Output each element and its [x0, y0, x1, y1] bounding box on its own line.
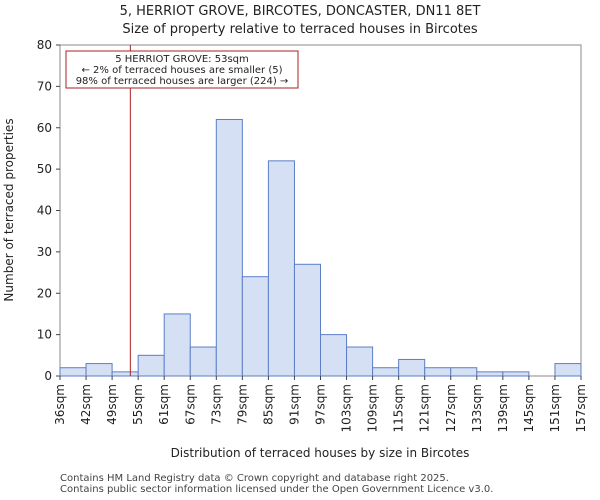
y-tick-label: 0 [44, 369, 52, 383]
x-tick-label: 36sqm [53, 384, 67, 425]
y-tick-label: 40 [37, 204, 52, 218]
bar [59, 367, 87, 377]
annotation-line: 5 HERRIOT GROVE: 53sqm [115, 54, 249, 65]
x-tick-label: 97sqm [314, 384, 328, 425]
x-tick-label: 79sqm [235, 384, 249, 425]
x-tick-label: 151sqm [548, 384, 562, 432]
plot-area: 0 10 20 30 40 50 60 70 80 36sqm 42sqm 49sqm 55sqm 61s… [37, 38, 588, 432]
x-tick-label: 67sqm [183, 384, 197, 425]
x-tick-label: 73sqm [209, 384, 223, 425]
bar [215, 118, 243, 377]
x-tick-label: 91sqm [287, 384, 301, 425]
y-tick-label: 70 [37, 79, 52, 93]
bar [554, 363, 582, 377]
footer-copyright: Contains HM Land Registry data © Crown c… [60, 473, 449, 484]
x-tick-label: 42sqm [79, 384, 93, 425]
x-tick-label: 85sqm [261, 384, 275, 425]
x-tick-label: 157sqm [574, 384, 588, 432]
bar [189, 346, 217, 377]
bar [398, 358, 426, 377]
bar [163, 313, 191, 377]
y-tick-label: 30 [37, 245, 52, 259]
bar [502, 371, 530, 377]
y-tick-label: 80 [37, 38, 52, 52]
x-tick-label: 61sqm [157, 384, 171, 425]
bar [241, 276, 269, 377]
x-tick-label: 109sqm [366, 384, 380, 432]
x-tick-label: 49sqm [105, 384, 119, 425]
y-tick-label: 10 [37, 328, 52, 342]
x-axis-label: Distribution of terraced houses by size … [171, 446, 470, 460]
bar [111, 371, 139, 377]
chart-title-line2: Size of property relative to terraced ho… [122, 22, 478, 37]
x-tick-label: 121sqm [418, 384, 432, 432]
bar [450, 367, 478, 377]
bar [293, 263, 322, 377]
x-tick-label: 55sqm [131, 384, 145, 425]
y-tick-label: 50 [37, 162, 52, 176]
x-tick-label: 103sqm [340, 384, 354, 432]
footer-licence: Contains public sector information licen… [60, 484, 494, 495]
x-tick-label: 127sqm [444, 384, 458, 432]
y-tick-label: 20 [37, 286, 52, 300]
bar [424, 367, 452, 377]
chart-title-line1: 5, HERRIOT GROVE, BIRCOTES, DONCASTER, D… [120, 4, 481, 19]
bar [137, 354, 165, 377]
x-tick-label: 133sqm [470, 384, 484, 432]
bar [372, 367, 400, 377]
bar [476, 371, 504, 377]
annotation-box [65, 50, 299, 89]
y-axis-label: Number of terraced properties [2, 118, 16, 301]
x-tick-label: 145sqm [522, 384, 536, 432]
x-tick-label: 139sqm [496, 384, 510, 432]
bar [320, 334, 348, 377]
x-tick-label: 115sqm [392, 384, 406, 432]
bar [346, 346, 374, 377]
bar [267, 160, 295, 377]
bar [85, 363, 113, 377]
annotation-line: ← 2% of terraced houses are smaller (5) [82, 65, 283, 76]
y-tick-label: 60 [37, 121, 52, 135]
histogram-chart: 5, HERRIOT GROVE, BIRCOTES, DONCASTER, D… [2, 4, 588, 460]
annotation-line: 98% of terraced houses are larger (224) … [76, 76, 289, 87]
